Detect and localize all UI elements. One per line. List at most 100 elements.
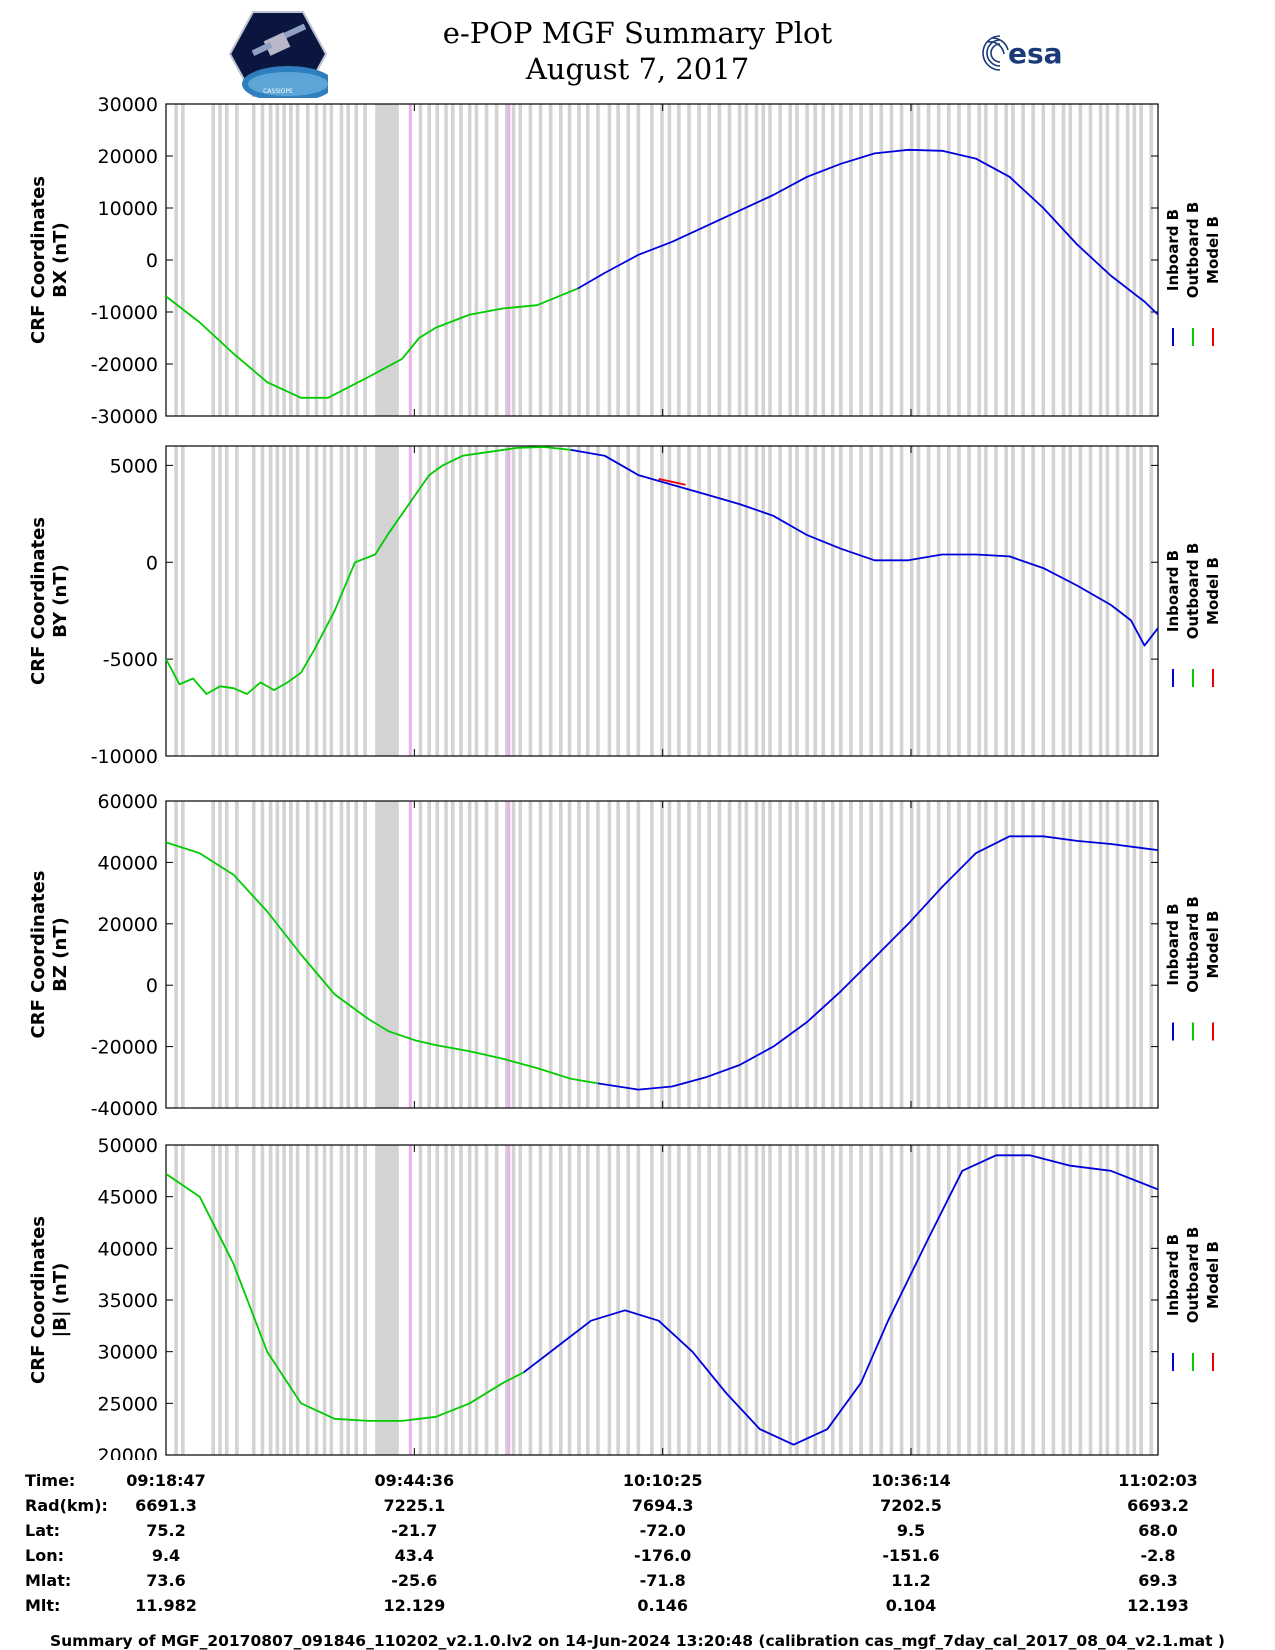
gap-band: [916, 1145, 921, 1455]
gap-band-wide: [375, 446, 399, 756]
gap-band: [528, 801, 533, 1108]
gap-band: [768, 1145, 772, 1455]
gap-band: [567, 104, 572, 416]
gap-band: [795, 801, 799, 1108]
info-row-value: 0.104: [885, 1596, 937, 1615]
info-row-label: Time:: [25, 1471, 76, 1490]
gap-band: [778, 104, 782, 416]
gap-band: [1068, 446, 1073, 756]
gap-band: [936, 446, 941, 756]
gap-band: [548, 801, 553, 1108]
y-tick-label: 40000: [98, 852, 158, 874]
gap-band: [467, 801, 472, 1108]
gap-band: [1105, 1145, 1110, 1455]
gap-band: [314, 104, 319, 416]
y-tick-label: 25000: [98, 1393, 158, 1415]
gap-band: [427, 104, 431, 416]
gap-band: [596, 1145, 600, 1455]
gap-band: [354, 801, 359, 1108]
gap-band: [518, 1145, 523, 1455]
gap-band: [849, 1145, 853, 1455]
gap-band: [805, 104, 809, 416]
y-axis-label: BZ (nT): [50, 917, 71, 992]
gap-band: [418, 104, 423, 416]
gap-band: [339, 446, 344, 756]
legend-label: Inboard B: [1164, 903, 1182, 985]
gap-band: [363, 801, 367, 1108]
gap-band: [616, 446, 620, 756]
gap-band: [459, 801, 463, 1108]
gap-band: [1031, 1145, 1035, 1455]
gap-band: [504, 801, 509, 1108]
info-row-value: 73.6: [146, 1571, 186, 1590]
gap-band: [607, 1145, 612, 1455]
gap-band: [251, 446, 256, 756]
gap-band: [717, 1145, 722, 1455]
y-tick-label: 0: [146, 975, 158, 997]
gap-band: [744, 1145, 749, 1455]
gap-band: [813, 801, 817, 1108]
gap-band: [879, 104, 884, 416]
gap-band: [984, 104, 988, 416]
y-tick-label: 50000: [98, 1135, 158, 1157]
gap-band: [737, 446, 742, 756]
gap-band: [322, 801, 327, 1108]
gap-band: [926, 801, 931, 1108]
gap-band: [528, 446, 533, 756]
gap-band: [329, 1145, 334, 1455]
gap-band: [727, 104, 732, 416]
gap-band: [577, 446, 581, 756]
gap-band: [567, 801, 572, 1108]
gap-band: [1088, 104, 1093, 416]
gap-band: [677, 801, 681, 1108]
gap-band: [626, 446, 631, 756]
gap-band: [1088, 801, 1093, 1108]
gap-band: [761, 446, 766, 756]
gap-band: [660, 801, 664, 1108]
gap-band: [660, 1145, 664, 1455]
gap-band: [768, 104, 772, 416]
gap-band: [839, 801, 843, 1108]
gap-band: [511, 446, 516, 756]
gap-band: [967, 446, 971, 756]
gap-band: [839, 1145, 843, 1455]
gap-band: [289, 1145, 293, 1455]
gap-band: [697, 446, 701, 756]
gap-band: [849, 446, 853, 756]
gap-band: [427, 801, 431, 1108]
gap-band: [585, 104, 590, 416]
gap-band: [926, 104, 931, 416]
gap-band: [444, 801, 448, 1108]
gap-band: [363, 446, 367, 756]
gap-band: [548, 104, 553, 416]
info-row-value: -176.0: [634, 1546, 692, 1565]
gap-band: [260, 104, 265, 416]
gap-band: [616, 104, 620, 416]
gap-band: [660, 446, 664, 756]
gap-band: [636, 1145, 641, 1455]
gap-band: [282, 1145, 286, 1455]
gap-band: [839, 446, 843, 756]
gap-band: [181, 801, 185, 1108]
gap-band: [363, 104, 367, 416]
series-line-inboard-b: [523, 1154, 1159, 1446]
gap-band: [305, 446, 310, 756]
gap-band: [282, 446, 286, 756]
gap-band: [717, 801, 722, 1108]
gap-band: [859, 104, 863, 416]
gap-band: [295, 801, 300, 1108]
gap-band: [754, 446, 759, 756]
gap-band: [761, 104, 766, 416]
gap-band: [467, 1145, 472, 1455]
gap-band: [329, 801, 334, 1108]
pink-marker: [507, 1145, 511, 1455]
gap-band: [314, 446, 319, 756]
gap-band: [1149, 446, 1154, 756]
y-tick-label: 35000: [98, 1290, 158, 1312]
y-tick-label: 30000: [98, 1342, 158, 1364]
gap-band: [224, 446, 229, 756]
y-tick-label: 0: [146, 552, 158, 574]
gap-band: [435, 104, 440, 416]
gap-band: [936, 104, 941, 416]
gap-band: [418, 1145, 423, 1455]
